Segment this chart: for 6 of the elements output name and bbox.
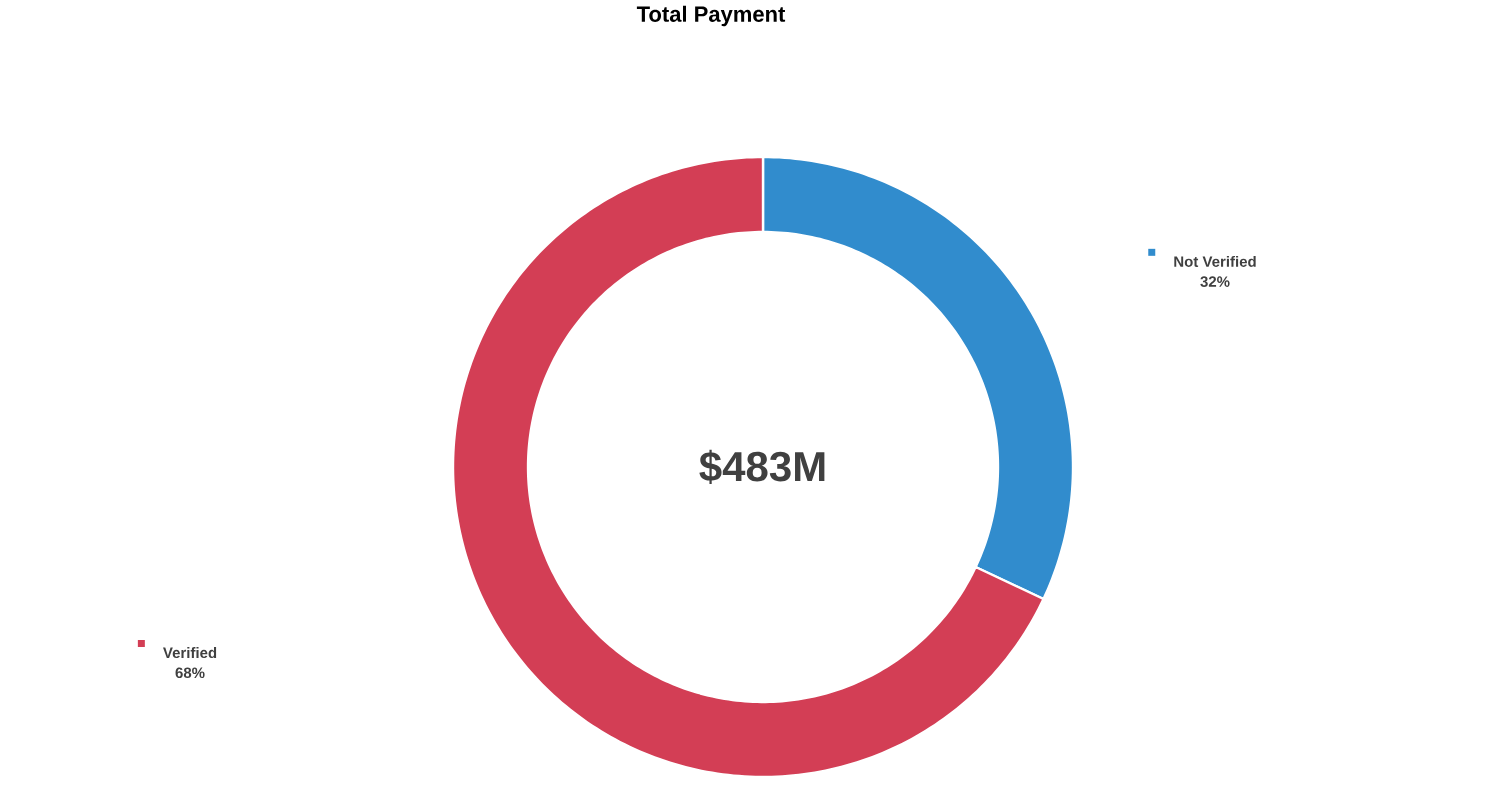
data-label: 68% [175,667,205,679]
legend-label: Not Verified [1174,255,1256,267]
text: $483M [699,449,825,485]
chart-title: Total Payment [636,5,786,27]
legend-label: Verified [163,647,217,659]
data-label: 32% [1200,276,1230,287]
